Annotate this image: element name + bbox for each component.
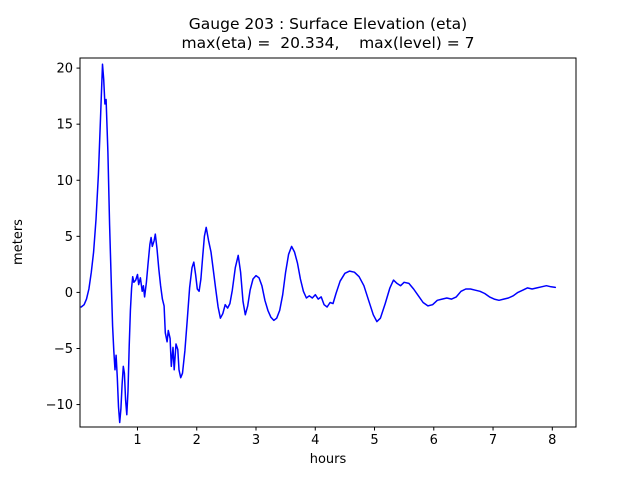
x-tick-label: 4 [311,433,319,448]
x-tick-label: 8 [548,433,556,448]
y-tick-label: 5 [65,230,73,245]
y-axis-label: meters [11,219,26,265]
plot-title: Gauge 203 : Surface Elevation (eta) [189,15,467,33]
axes-frame [79,57,577,428]
x-axis-label: hours [310,452,347,467]
y-tick-label: −10 [46,398,73,413]
x-tick-label: 6 [430,433,438,448]
x-tick-label: 5 [370,433,378,448]
plot-subtitle: max(eta) = 20.334, max(level) = 7 [181,34,474,52]
y-tick-label: 15 [56,118,73,133]
y-axis-ticks: −10 −5 0 5 10 15 20 [46,62,80,413]
eta-line-series [80,63,557,424]
x-tick-label: 3 [252,433,260,448]
x-axis-ticks: 1 2 3 4 5 6 7 8 [133,427,556,448]
y-tick-label: 10 [56,174,73,189]
y-tick-label: −5 [54,342,73,357]
x-tick-label: 2 [193,433,201,448]
x-tick-label: 1 [133,433,141,448]
y-tick-label: 0 [65,286,73,301]
y-tick-label: 20 [56,62,73,77]
x-tick-label: 7 [489,433,497,448]
